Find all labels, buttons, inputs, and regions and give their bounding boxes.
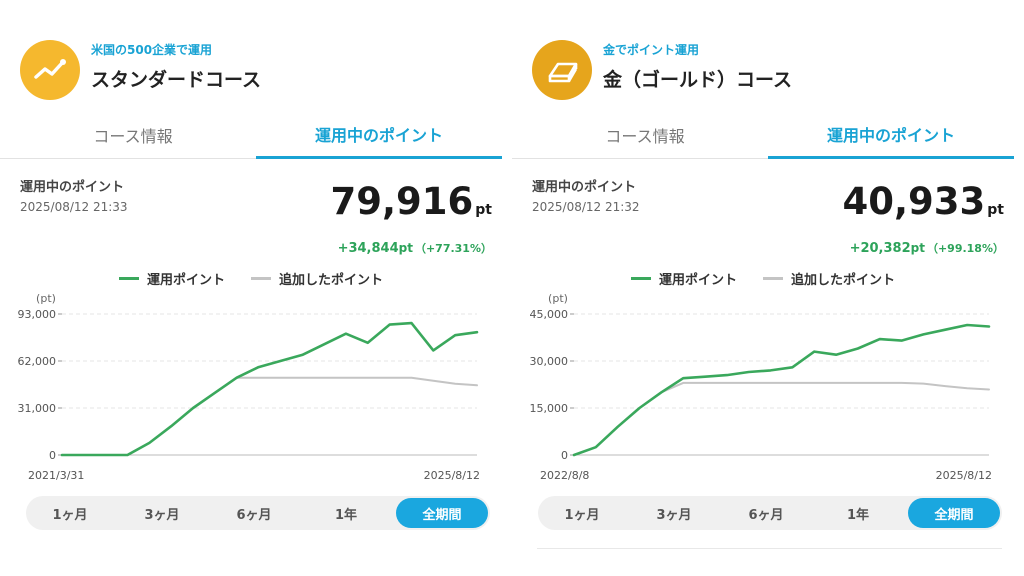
range-6-months[interactable]: 6ヶ月 bbox=[748, 507, 784, 523]
legend-label: 追加したポイント bbox=[279, 273, 384, 288]
change-unit: pt bbox=[910, 241, 925, 255]
points-number: 40,933 bbox=[842, 180, 986, 223]
change-percent: （+99.18%） bbox=[926, 242, 1004, 255]
course-subtitle: 金でポイント運用 bbox=[603, 43, 700, 57]
bottom-divider bbox=[537, 548, 1002, 549]
change-percent: （+77.31%） bbox=[414, 242, 492, 255]
chart-trend-icon bbox=[34, 59, 66, 79]
course-icon-circle bbox=[20, 40, 80, 100]
points-change: +20,382pt （+99.18%） bbox=[850, 240, 1004, 256]
x-tick-label-end: 2025/8/12 bbox=[424, 469, 480, 482]
course-subtitle: 米国の500企業で運用 bbox=[91, 43, 213, 57]
series-line-operation-points bbox=[60, 321, 479, 457]
range-3-months[interactable]: 3ヶ月 bbox=[144, 507, 180, 523]
change-unit: pt bbox=[398, 241, 413, 255]
tab-course-info[interactable]: コース情報 bbox=[93, 127, 173, 146]
range-1-month[interactable]: 1ヶ月 bbox=[52, 507, 88, 523]
legend-swatch-green bbox=[630, 277, 651, 280]
legend-label: 追加したポイント bbox=[791, 273, 896, 288]
y-tick-label: 0 bbox=[49, 449, 56, 462]
points-label: 運用中のポイント bbox=[20, 180, 125, 195]
panel-gold-course: 金でポイント運用 金（ゴールド）コース コース情報 運用中のポイント 運用中のポ… bbox=[512, 0, 1024, 576]
tab-course-info[interactable]: コース情報 bbox=[605, 127, 685, 146]
panel-standard-course: 米国の500企業で運用 スタンダードコース コース情報 運用中のポイント 運用中… bbox=[0, 40, 502, 530]
range-1-year[interactable]: 1年 bbox=[334, 507, 358, 523]
range-all-time[interactable]: 全期間 bbox=[908, 498, 1000, 528]
points-label: 運用中のポイント bbox=[532, 180, 637, 195]
points-line-chart: (pt) 0 15,000 30,000 45,000 2022/8/8 2025/8/12 bbox=[530, 292, 993, 482]
points-change: +34,844pt （+77.31%） bbox=[338, 240, 492, 256]
legend-label: 運用ポイント bbox=[146, 273, 225, 288]
legend-swatch-gray bbox=[251, 277, 271, 280]
range-1-month[interactable]: 1ヶ月 bbox=[564, 507, 600, 523]
y-tick-label: 31,000 bbox=[18, 402, 57, 415]
update-timestamp: 2025/08/12 21:32 bbox=[532, 200, 640, 214]
y-axis-unit: (pt) bbox=[36, 292, 56, 305]
chart-legend: 運用ポイント 追加したポイント bbox=[0, 269, 502, 288]
y-tick-label: 0 bbox=[561, 449, 568, 462]
tab-bar: コース情報 運用中のポイント bbox=[512, 112, 1014, 159]
series-line-added-points bbox=[573, 381, 990, 456]
change-amount: +20,382 bbox=[849, 241, 911, 256]
y-tick-label: 93,000 bbox=[18, 308, 57, 321]
y-tick-label: 45,000 bbox=[530, 308, 569, 321]
y-axis-unit: (pt) bbox=[548, 292, 568, 305]
current-points-value: 79,916 pt bbox=[331, 180, 493, 223]
update-timestamp: 2025/08/12 21:33 bbox=[20, 200, 128, 214]
current-points-value: 40,933 pt bbox=[843, 180, 1005, 223]
points-unit: pt bbox=[987, 202, 1004, 218]
legend-label: 運用ポイント bbox=[658, 273, 737, 288]
chart-legend: 運用ポイント 追加したポイント bbox=[512, 269, 1014, 288]
legend-item-added: 追加したポイント bbox=[763, 269, 895, 288]
tab-bar: コース情報 運用中のポイント bbox=[0, 112, 502, 159]
legend-swatch-green bbox=[118, 277, 139, 280]
legend-item-operation: 運用ポイント bbox=[630, 269, 737, 288]
range-all-time[interactable]: 全期間 bbox=[396, 498, 488, 528]
series-line-operation-points bbox=[572, 323, 991, 457]
course-title: スタンダードコース bbox=[91, 69, 262, 91]
range-1-year[interactable]: 1年 bbox=[846, 507, 870, 523]
y-tick-label: 30,000 bbox=[530, 355, 569, 368]
course-title: 金（ゴールド）コース bbox=[603, 69, 793, 91]
x-tick-label-end: 2025/8/12 bbox=[936, 469, 992, 482]
x-tick-label-start: 2022/8/8 bbox=[540, 469, 589, 482]
series-line-added-points bbox=[235, 376, 478, 387]
tab-points-in-operation[interactable]: 運用中のポイント bbox=[768, 112, 1014, 159]
x-tick-label-start: 2021/3/31 bbox=[28, 469, 84, 482]
range-3-months[interactable]: 3ヶ月 bbox=[656, 507, 692, 523]
range-selector: 1ヶ月 3ヶ月 6ヶ月 1年 全期間 bbox=[538, 496, 1002, 530]
points-number: 79,916 bbox=[330, 180, 474, 223]
points-unit: pt bbox=[475, 202, 492, 218]
range-6-months[interactable]: 6ヶ月 bbox=[236, 507, 272, 523]
change-amount: +34,844 bbox=[337, 241, 399, 256]
points-line-chart: (pt) 0 31,000 62,000 93,000 2021/3/31 2025/8/1… bbox=[18, 292, 481, 482]
y-tick-label: 15,000 bbox=[530, 402, 569, 415]
y-tick-label: 62,000 bbox=[18, 355, 57, 368]
range-selector: 1ヶ月 3ヶ月 6ヶ月 1年 全期間 bbox=[26, 496, 490, 530]
legend-item-operation: 運用ポイント bbox=[118, 269, 225, 288]
course-icon-circle bbox=[532, 40, 592, 100]
tab-points-in-operation[interactable]: 運用中のポイント bbox=[256, 112, 502, 159]
legend-item-added: 追加したポイント bbox=[251, 269, 383, 288]
gold-bar-icon bbox=[548, 62, 578, 83]
legend-swatch-gray bbox=[763, 277, 783, 280]
